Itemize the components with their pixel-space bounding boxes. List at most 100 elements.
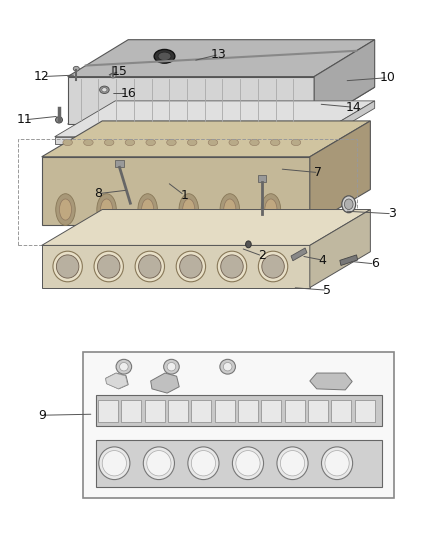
Polygon shape xyxy=(42,121,371,157)
Ellipse shape xyxy=(179,193,198,225)
Ellipse shape xyxy=(141,199,154,220)
Ellipse shape xyxy=(261,193,281,225)
Ellipse shape xyxy=(270,139,280,146)
Text: 10: 10 xyxy=(380,71,396,84)
Ellipse shape xyxy=(60,199,71,220)
FancyBboxPatch shape xyxy=(285,400,304,422)
Ellipse shape xyxy=(97,193,117,225)
Polygon shape xyxy=(42,209,371,245)
Text: 9: 9 xyxy=(38,409,46,422)
Bar xyxy=(83,352,394,497)
FancyBboxPatch shape xyxy=(332,400,351,422)
FancyBboxPatch shape xyxy=(145,400,165,422)
Ellipse shape xyxy=(258,251,288,282)
Polygon shape xyxy=(314,39,374,124)
Ellipse shape xyxy=(183,199,195,220)
Ellipse shape xyxy=(104,139,114,146)
Text: 14: 14 xyxy=(345,101,361,114)
Ellipse shape xyxy=(99,447,130,480)
Ellipse shape xyxy=(229,139,238,146)
Ellipse shape xyxy=(120,362,128,371)
FancyBboxPatch shape xyxy=(168,400,188,422)
Ellipse shape xyxy=(84,139,93,146)
Text: 2: 2 xyxy=(258,249,266,262)
Ellipse shape xyxy=(265,199,277,220)
Ellipse shape xyxy=(236,450,260,476)
FancyBboxPatch shape xyxy=(261,400,281,422)
Ellipse shape xyxy=(262,255,284,278)
Ellipse shape xyxy=(167,139,176,146)
Ellipse shape xyxy=(233,447,264,480)
Ellipse shape xyxy=(57,255,79,278)
Ellipse shape xyxy=(135,251,165,282)
Ellipse shape xyxy=(138,193,157,225)
FancyBboxPatch shape xyxy=(121,400,141,422)
Ellipse shape xyxy=(221,255,243,278)
Ellipse shape xyxy=(191,450,215,476)
Ellipse shape xyxy=(167,362,176,371)
Text: 16: 16 xyxy=(120,87,136,100)
Ellipse shape xyxy=(342,196,356,213)
Ellipse shape xyxy=(220,359,236,374)
Polygon shape xyxy=(314,101,374,144)
Text: 13: 13 xyxy=(211,48,227,61)
Polygon shape xyxy=(55,101,374,137)
Ellipse shape xyxy=(102,88,107,92)
Polygon shape xyxy=(258,175,266,182)
Text: 7: 7 xyxy=(314,166,322,179)
Ellipse shape xyxy=(158,52,171,61)
Ellipse shape xyxy=(224,199,236,220)
Polygon shape xyxy=(55,137,314,144)
Polygon shape xyxy=(67,39,374,77)
Polygon shape xyxy=(42,245,310,288)
Ellipse shape xyxy=(277,447,308,480)
Ellipse shape xyxy=(102,450,127,476)
Ellipse shape xyxy=(110,73,116,78)
Ellipse shape xyxy=(116,359,132,374)
Text: 6: 6 xyxy=(371,257,378,270)
Polygon shape xyxy=(310,209,371,288)
Ellipse shape xyxy=(280,450,304,476)
Text: 4: 4 xyxy=(319,254,327,266)
Polygon shape xyxy=(340,255,358,265)
Ellipse shape xyxy=(344,199,353,209)
Polygon shape xyxy=(115,160,124,167)
Ellipse shape xyxy=(56,117,63,123)
Ellipse shape xyxy=(176,251,205,282)
Ellipse shape xyxy=(94,251,124,282)
Text: 1: 1 xyxy=(180,189,188,202)
Polygon shape xyxy=(291,248,307,261)
Ellipse shape xyxy=(53,251,82,282)
Ellipse shape xyxy=(180,255,202,278)
Polygon shape xyxy=(67,87,374,124)
Ellipse shape xyxy=(125,139,134,146)
Text: 5: 5 xyxy=(323,284,331,297)
Polygon shape xyxy=(106,373,127,389)
Ellipse shape xyxy=(100,86,109,93)
Ellipse shape xyxy=(56,193,75,225)
Ellipse shape xyxy=(325,450,349,476)
Text: 11: 11 xyxy=(17,114,32,126)
Ellipse shape xyxy=(138,255,161,278)
Ellipse shape xyxy=(220,193,240,225)
Ellipse shape xyxy=(217,251,247,282)
Ellipse shape xyxy=(154,50,175,63)
Text: 8: 8 xyxy=(94,187,102,200)
Ellipse shape xyxy=(164,359,179,374)
FancyBboxPatch shape xyxy=(355,400,374,422)
Text: 3: 3 xyxy=(388,207,396,220)
Polygon shape xyxy=(310,121,371,225)
Ellipse shape xyxy=(321,447,353,480)
Text: 12: 12 xyxy=(34,70,49,83)
Polygon shape xyxy=(96,395,382,426)
Ellipse shape xyxy=(188,447,219,480)
Polygon shape xyxy=(106,373,128,389)
Polygon shape xyxy=(151,373,179,393)
Ellipse shape xyxy=(208,139,218,146)
Ellipse shape xyxy=(98,255,120,278)
Polygon shape xyxy=(42,157,310,225)
Ellipse shape xyxy=(291,139,301,146)
Ellipse shape xyxy=(223,362,232,371)
FancyBboxPatch shape xyxy=(191,400,211,422)
FancyBboxPatch shape xyxy=(215,400,235,422)
